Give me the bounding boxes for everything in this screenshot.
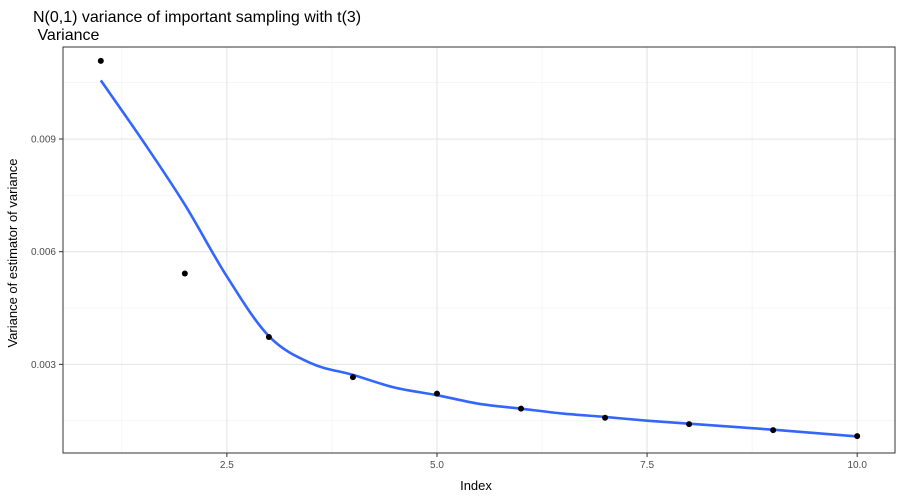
y-tick-label: 0.006 <box>31 247 56 258</box>
data-point <box>349 374 356 381</box>
x-axis-title: Index <box>460 478 492 493</box>
data-point <box>181 270 188 277</box>
x-tick-label: 7.5 <box>640 460 654 471</box>
y-tick-label: 0.003 <box>31 360 56 371</box>
x-tick-label: 5.0 <box>430 460 444 471</box>
data-point <box>602 414 609 421</box>
smooth-fit-line <box>99 79 858 438</box>
chart-subtitle: Variance <box>33 27 100 44</box>
y-tick-label: 0.009 <box>31 135 56 146</box>
data-point <box>518 405 525 412</box>
data-point <box>433 390 440 397</box>
data-point <box>265 333 272 340</box>
data-point <box>770 427 777 434</box>
plot-panel: 2.5 5.0 7.5 10.0 0.003 0.006 0.009 <box>31 46 896 471</box>
chart-title: N(0,1) variance of important sampling wi… <box>33 9 361 26</box>
panel-border <box>62 46 896 454</box>
x-tick-label: 2.5 <box>220 460 234 471</box>
data-point <box>686 421 693 428</box>
y-axis-title: Variance of estimator of variance <box>5 158 20 347</box>
x-tick-label: 10.0 <box>847 460 867 471</box>
data-point <box>97 57 104 64</box>
data-point <box>854 433 861 440</box>
